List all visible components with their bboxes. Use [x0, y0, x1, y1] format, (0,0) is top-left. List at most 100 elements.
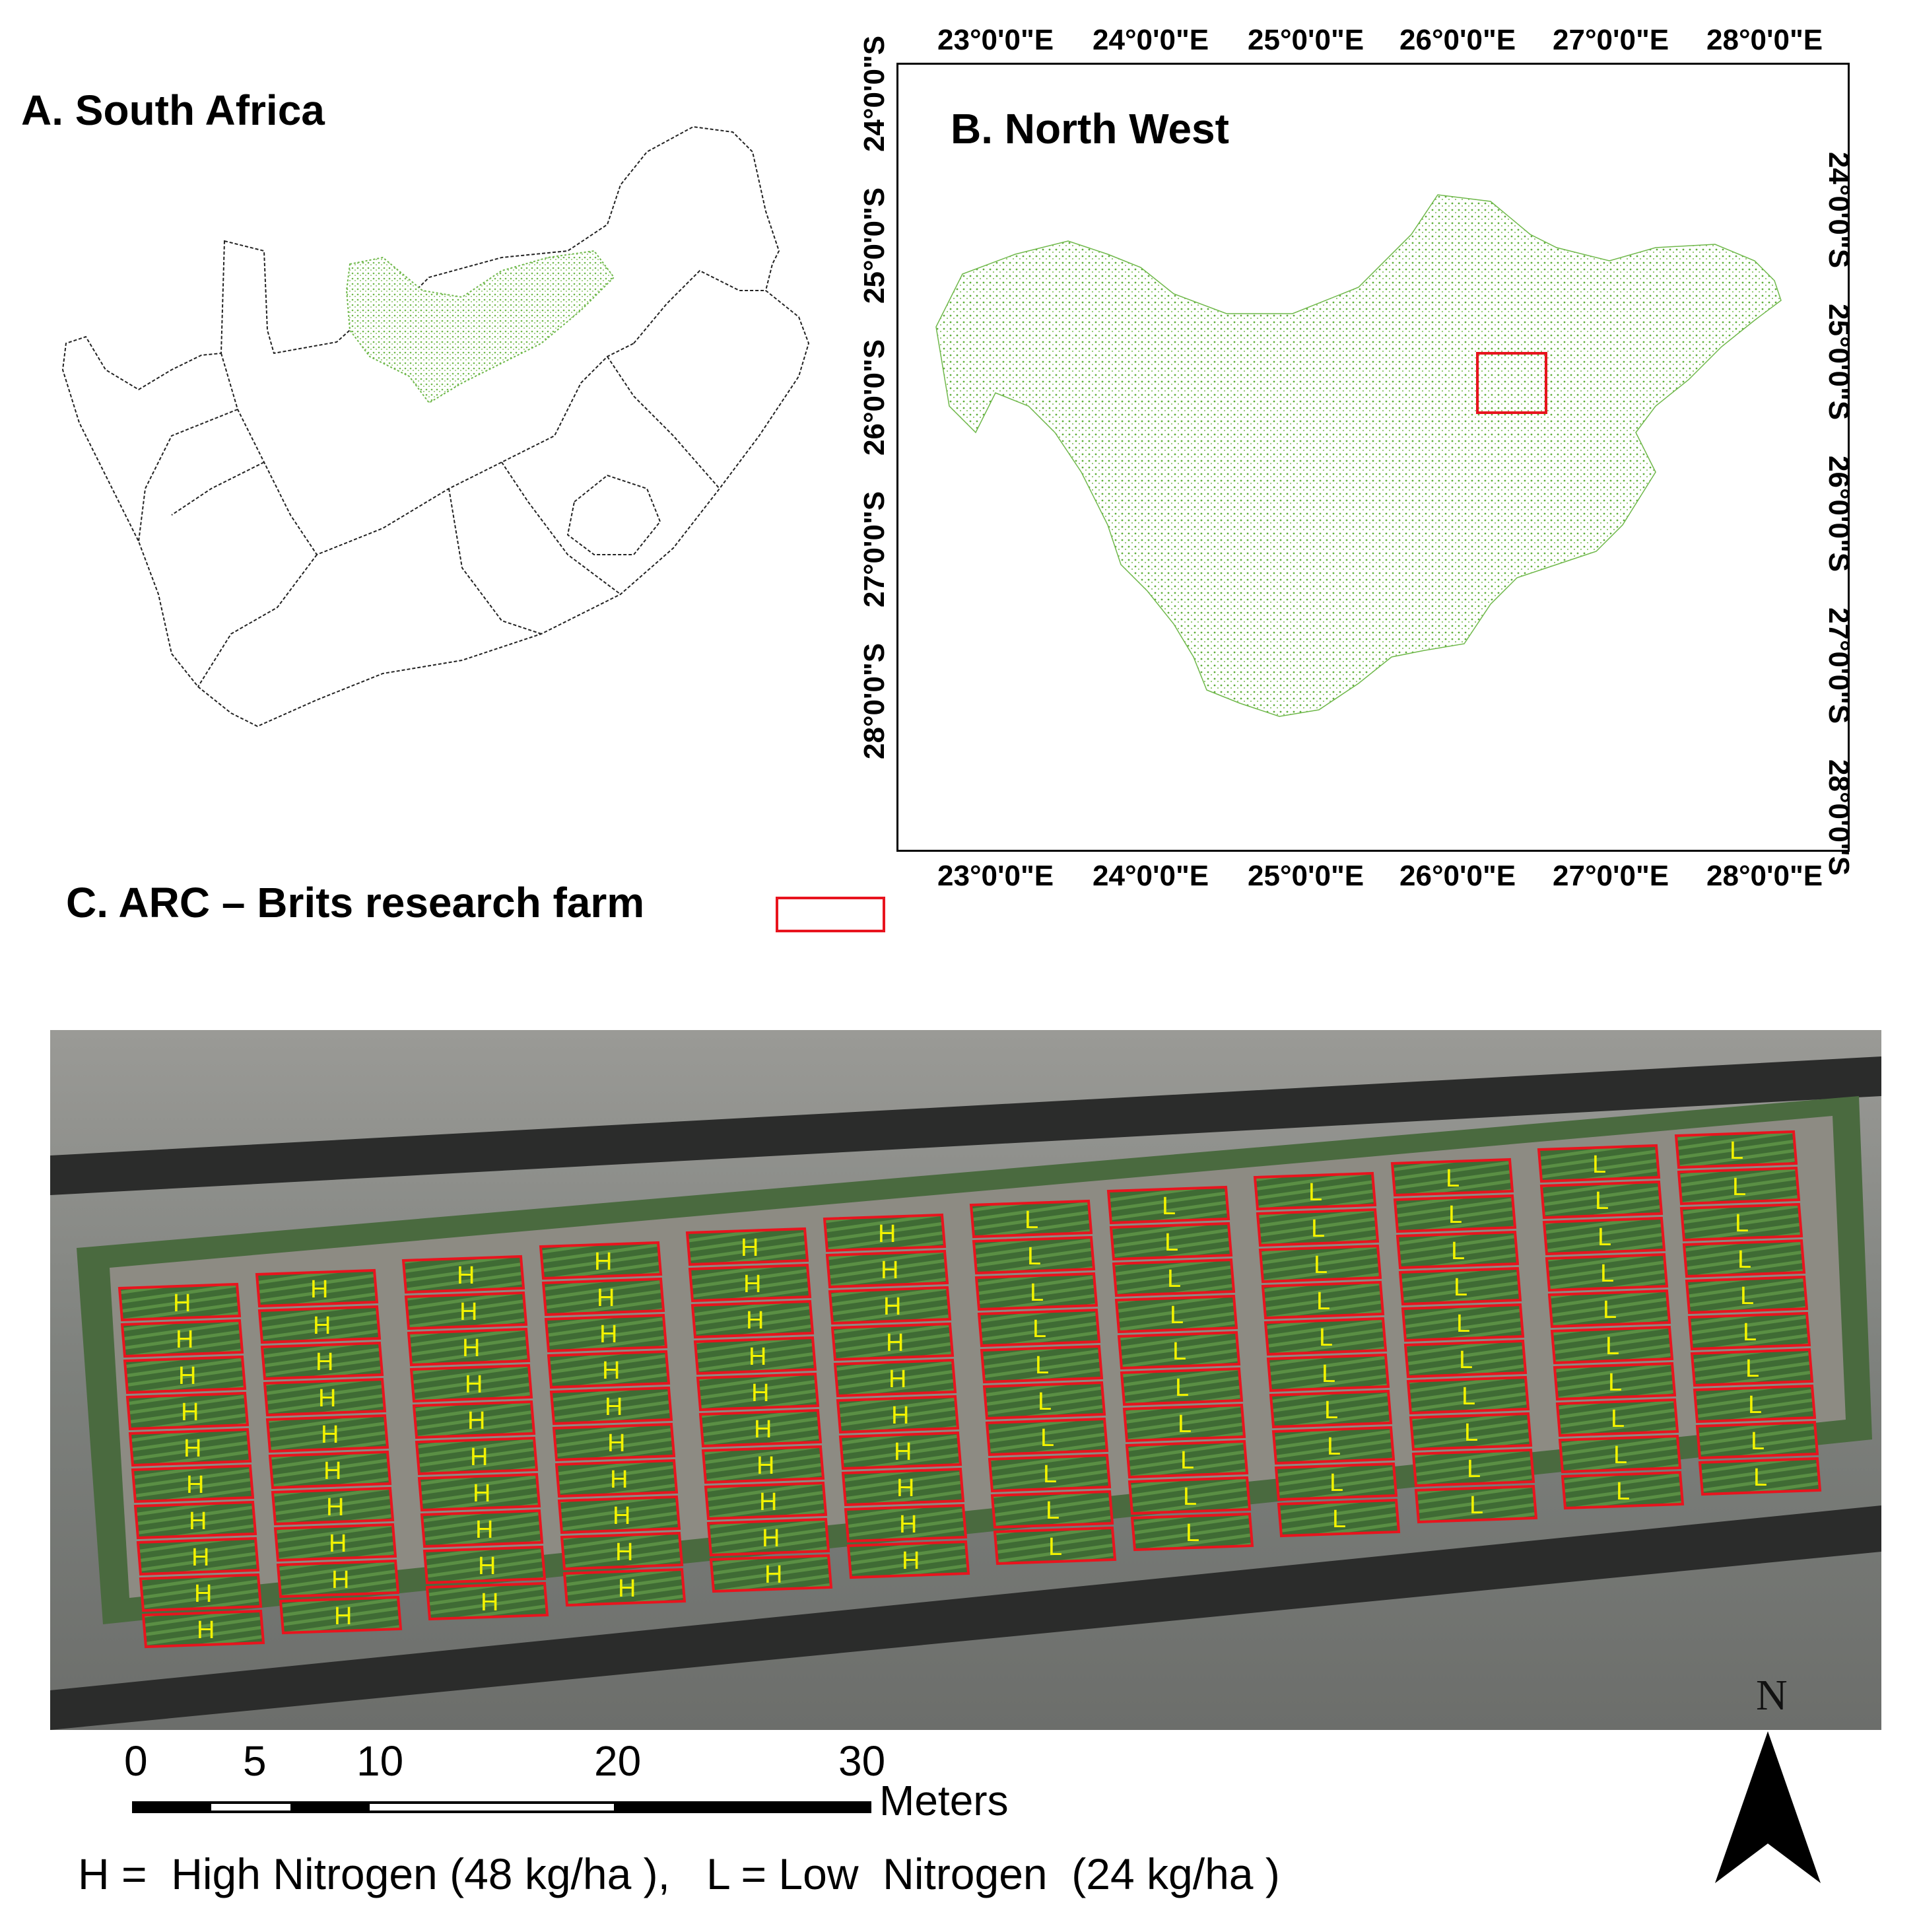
low-nitrogen-plot — [977, 1308, 1101, 1348]
plot-label: L — [1164, 1229, 1178, 1257]
plot-label: L — [1030, 1279, 1044, 1307]
plot-label: H — [318, 1385, 336, 1412]
plot-label: H — [597, 1284, 615, 1312]
lesotho-outline — [566, 474, 661, 555]
high-nitrogen-plot — [844, 1503, 968, 1543]
lat-label: 26°0'0"S — [1823, 456, 1855, 572]
high-nitrogen-plot — [544, 1313, 668, 1353]
plot-label: H — [478, 1552, 496, 1580]
plot-label: L — [1748, 1391, 1762, 1419]
low-nitrogen-plot — [1256, 1208, 1380, 1247]
high-nitrogen-plot — [271, 1486, 395, 1526]
high-nitrogen-plot — [557, 1495, 681, 1535]
study-area-legend-box — [776, 897, 885, 932]
lon-label: 24°0'0"E — [1093, 24, 1209, 56]
high-nitrogen-plot — [698, 1408, 823, 1448]
plot-label: L — [1178, 1410, 1192, 1438]
province-borders — [138, 269, 766, 687]
plot-label: L — [1180, 1447, 1194, 1474]
high-nitrogen-plot — [276, 1559, 400, 1599]
plot-label: L — [1611, 1405, 1625, 1433]
high-nitrogen-plot — [128, 1428, 252, 1467]
low-nitrogen-plot — [1411, 1448, 1535, 1488]
low-nitrogen-plot — [985, 1417, 1109, 1457]
panel-b-title: B. North West — [951, 105, 1229, 153]
low-nitrogen-plot — [1547, 1289, 1671, 1328]
plot-label: L — [1459, 1346, 1473, 1374]
plot-label: L — [1605, 1332, 1619, 1360]
plot-label: H — [743, 1270, 761, 1298]
lon-label: 25°0'0"E — [1248, 860, 1364, 892]
lat-label: 25°0'0"S — [1823, 304, 1855, 421]
plot-label: H — [759, 1488, 777, 1516]
low-nitrogen-plot — [1112, 1258, 1236, 1297]
plot-label: H — [316, 1348, 333, 1376]
plot-label: H — [178, 1362, 196, 1390]
plot-label: H — [331, 1566, 349, 1594]
plot-label: L — [1467, 1455, 1481, 1483]
lon-label: 26°0'0"E — [1399, 24, 1516, 56]
low-nitrogen-plot — [982, 1381, 1106, 1420]
south-africa-outline — [61, 125, 810, 728]
high-nitrogen-plot — [263, 1377, 387, 1417]
lon-label: 23°0'0"E — [937, 860, 1054, 892]
plot-label: L — [1592, 1151, 1606, 1179]
plot-label: L — [1046, 1497, 1060, 1525]
low-nitrogen-plot — [990, 1490, 1114, 1529]
plot-label: H — [754, 1416, 772, 1443]
low-nitrogen-plot — [988, 1453, 1112, 1493]
high-nitrogen-plot — [422, 1545, 547, 1585]
low-nitrogen-plot — [1682, 1239, 1806, 1278]
plot-label: H — [457, 1262, 475, 1290]
high-nitrogen-plot — [690, 1299, 815, 1339]
plot-label: L — [1608, 1369, 1622, 1397]
plot-label: L — [1462, 1383, 1475, 1410]
plot-label: H — [751, 1379, 769, 1407]
plot-label: L — [1027, 1243, 1041, 1270]
high-nitrogen-plot — [136, 1536, 260, 1576]
plot-label: L — [1183, 1483, 1197, 1511]
high-nitrogen-plot — [425, 1581, 549, 1621]
plot-label: L — [1040, 1424, 1054, 1452]
plot-label: H — [186, 1471, 204, 1499]
high-nitrogen-plot — [706, 1517, 830, 1557]
high-nitrogen-plot — [560, 1531, 684, 1571]
scale-label: 20 — [594, 1737, 642, 1785]
high-nitrogen-plot — [141, 1609, 265, 1649]
low-nitrogen-plot — [993, 1526, 1117, 1566]
lon-label: 23°0'0"E — [937, 24, 1054, 56]
low-nitrogen-plot — [1539, 1180, 1664, 1220]
low-nitrogen-plot — [972, 1235, 1096, 1275]
plot-label: H — [613, 1502, 630, 1530]
plot-label: H — [194, 1580, 212, 1608]
low-nitrogen-plot — [969, 1199, 1093, 1239]
low-nitrogen-plot — [1398, 1266, 1522, 1306]
high-nitrogen-plot — [539, 1241, 663, 1280]
plot-label: H — [459, 1298, 477, 1326]
plot-label: H — [310, 1276, 328, 1303]
plot-label: H — [886, 1329, 904, 1357]
plot-label: L — [1035, 1352, 1049, 1379]
lat-label: 24°0'0"S — [1823, 152, 1855, 269]
high-nitrogen-plot — [830, 1322, 955, 1362]
high-nitrogen-plot — [547, 1350, 671, 1389]
north-arrow-icon — [1715, 1731, 1821, 1883]
lon-label: 27°0'0"E — [1553, 24, 1669, 56]
scale-label: 5 — [243, 1737, 267, 1785]
plot-label: L — [1448, 1201, 1462, 1229]
high-nitrogen-plot — [836, 1395, 960, 1434]
low-nitrogen-plot — [1409, 1412, 1533, 1451]
plot-label: L — [1186, 1519, 1199, 1547]
low-nitrogen-plot — [1561, 1470, 1685, 1510]
low-nitrogen-plot — [1114, 1294, 1238, 1334]
low-nitrogen-plot — [1695, 1420, 1819, 1460]
low-nitrogen-plot — [1106, 1185, 1230, 1225]
north-west-province — [345, 250, 615, 404]
low-nitrogen-plot — [1677, 1166, 1801, 1206]
panel-c-title: C. ARC – Brits research farm — [66, 879, 645, 926]
high-nitrogen-plot — [688, 1263, 812, 1303]
low-nitrogen-plot — [1690, 1348, 1814, 1387]
lon-label: 27°0'0"E — [1553, 860, 1669, 892]
plot-label: H — [465, 1371, 483, 1398]
